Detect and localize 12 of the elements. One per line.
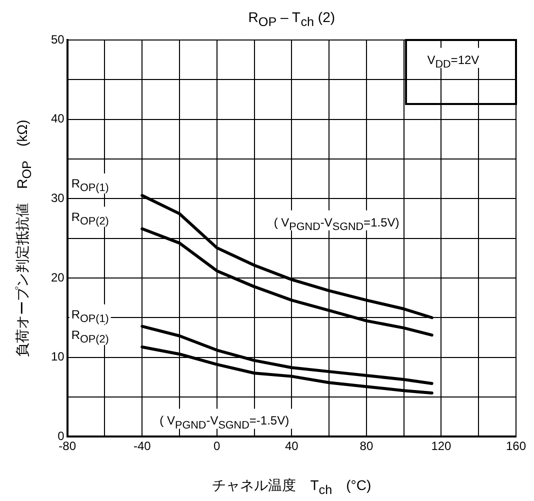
x-tick-label: 120 <box>431 439 452 454</box>
x-tick-label: 0 <box>214 439 221 454</box>
x-tick-label: 160 <box>506 439 526 454</box>
y-tick-label: 30 <box>50 190 65 205</box>
y-tick-label: 20 <box>50 270 65 284</box>
y-axis-title: 負荷オープン判定抵抗値 ROP (kΩ) <box>14 120 34 357</box>
x-tick-label: -40 <box>133 439 152 454</box>
x-tick-label: 80 <box>360 439 374 454</box>
y-tick-label: 10 <box>50 350 65 364</box>
x-tick-label: 40 <box>284 439 299 454</box>
y-tick-label: 50 <box>50 32 65 46</box>
y-tick-label: 40 <box>50 112 65 126</box>
